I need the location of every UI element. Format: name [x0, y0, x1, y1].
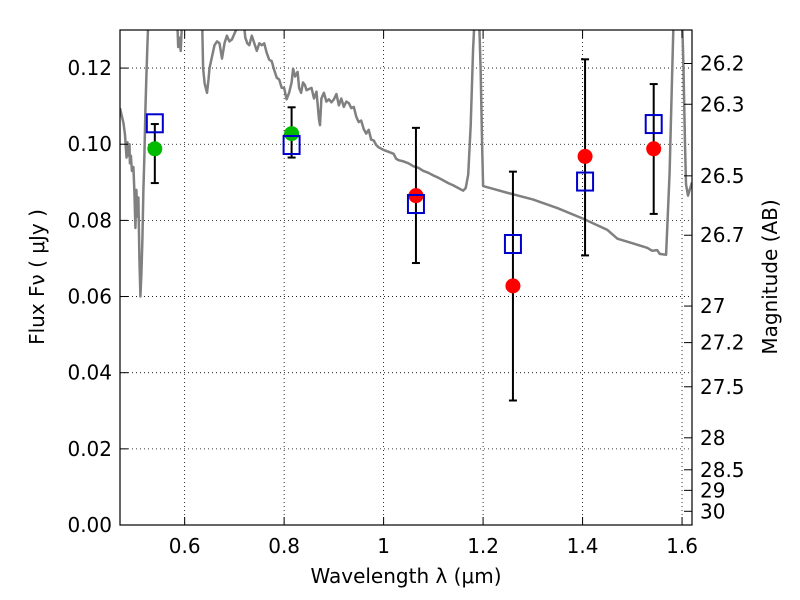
right-axis-label: Magnitude (AB): [758, 199, 782, 354]
x-tick-label: 1.6: [666, 534, 698, 558]
green-point: [284, 126, 300, 142]
y-tick-label: 0.08: [67, 208, 112, 232]
y-axis-label: Flux Fν ( μJy ): [25, 209, 49, 345]
green-point: [147, 141, 163, 157]
right-tick-label: 28: [700, 426, 725, 450]
right-tick-label: 26.5: [700, 164, 745, 188]
x-tick-label: 1.2: [467, 534, 499, 558]
y-tick-label: 0.04: [67, 361, 112, 385]
y-tick-label: 0.02: [67, 437, 112, 461]
model-spectrum-line: [120, 30, 692, 298]
right-tick-label: 26.7: [700, 223, 745, 247]
y-tick-label: 0.12: [67, 56, 112, 80]
x-axis-label: Wavelength λ (μm): [310, 564, 501, 588]
red-point: [646, 141, 662, 157]
observed-flux-square: [145, 113, 164, 134]
x-tick-label: 1.4: [567, 534, 599, 558]
right-tick-label: 27: [700, 294, 725, 318]
right-tick-label: 27.5: [700, 375, 745, 399]
right-tick-label: 26.3: [700, 92, 745, 116]
x-tick-label: 0.8: [268, 534, 300, 558]
y-tick-label: 0.00: [67, 513, 112, 537]
axes: 0.6 0.8 1 1.2 1.4 1.6 0.00 0.02 0.04 0.06 0.08 0.10…: [67, 30, 745, 558]
right-tick-label: 28.5: [700, 458, 745, 482]
grid: [120, 30, 692, 526]
red-point: [505, 278, 521, 294]
plot-frame: [119, 29, 693, 526]
y-tick-label: 0.10: [67, 132, 112, 156]
x-tick-label: 0.6: [169, 534, 201, 558]
observed-flux-square: [282, 134, 301, 155]
observed-flux-square: [576, 171, 595, 192]
right-tick-label: 29: [700, 478, 725, 502]
red-point: [577, 148, 593, 164]
right-tick-label: 30: [700, 499, 725, 523]
y-tick-label: 0.06: [67, 285, 112, 309]
observed-flux-square: [406, 194, 425, 215]
observed-flux-square: [503, 233, 522, 254]
right-tick-label: 27.2: [700, 331, 745, 355]
x-tick-label: 1: [377, 534, 390, 558]
plot-area: [120, 30, 692, 402]
right-tick-label: 26.2: [700, 52, 745, 76]
observed-flux-square: [644, 114, 663, 135]
